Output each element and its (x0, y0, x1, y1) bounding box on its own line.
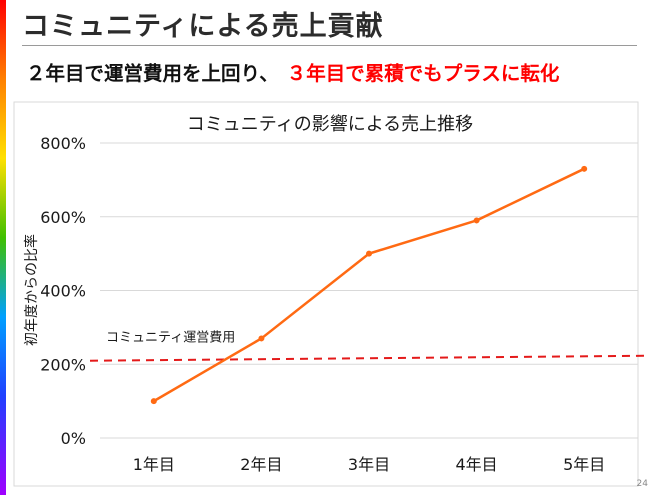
page-number: 24 (636, 479, 648, 489)
rainbow-side-bar (0, 0, 6, 495)
series-group (150, 165, 588, 405)
x-tick-label: 2年目 (240, 455, 282, 474)
chart-title: コミュニティの影響による売上推移 (187, 114, 473, 135)
subtitle-main: ２年目で運営費用を上回り、 (26, 62, 279, 85)
reference-line (89, 354, 649, 362)
y-axis-label: 初年度からの比率 (23, 234, 40, 346)
data-point (581, 165, 588, 172)
reference-line-group: コミュニティ運営費用 (89, 331, 649, 362)
title-divider (22, 45, 637, 46)
x-tick-label: 3年目 (348, 455, 390, 474)
reference-line-label: コミュニティ運営費用 (106, 331, 235, 346)
y-tick-label: 600% (40, 208, 86, 227)
x-tick-labels: 1年目 2年目 3年目 4年目 5年目 (133, 455, 606, 474)
series-line (153, 167, 585, 403)
grid-lines (100, 142, 638, 439)
slide-title: コミュニティによる売上貢献 (22, 11, 384, 42)
x-tick-label: 5年目 (563, 455, 605, 474)
y-tick-label: 400% (40, 282, 86, 301)
slide-subtitle: ２年目で運営費用を上回り、 ３年目で累積でもプラスに転化 (26, 57, 559, 86)
y-tick-label: 800% (40, 134, 86, 153)
subtitle-accent: ３年目で累積でもプラスに転化 (286, 62, 560, 85)
data-point (366, 250, 372, 257)
data-point (473, 217, 480, 224)
y-tick-labels: 0% 200% 400% 600% 800% (40, 134, 86, 448)
chart-frame (13, 101, 639, 487)
y-tick-label: 200% (40, 355, 86, 374)
y-tick-label: 0% (61, 429, 86, 448)
data-point (150, 398, 157, 405)
data-point (258, 335, 265, 342)
x-tick-label: 4年目 (456, 455, 498, 474)
x-tick-label: 1年目 (133, 455, 175, 474)
